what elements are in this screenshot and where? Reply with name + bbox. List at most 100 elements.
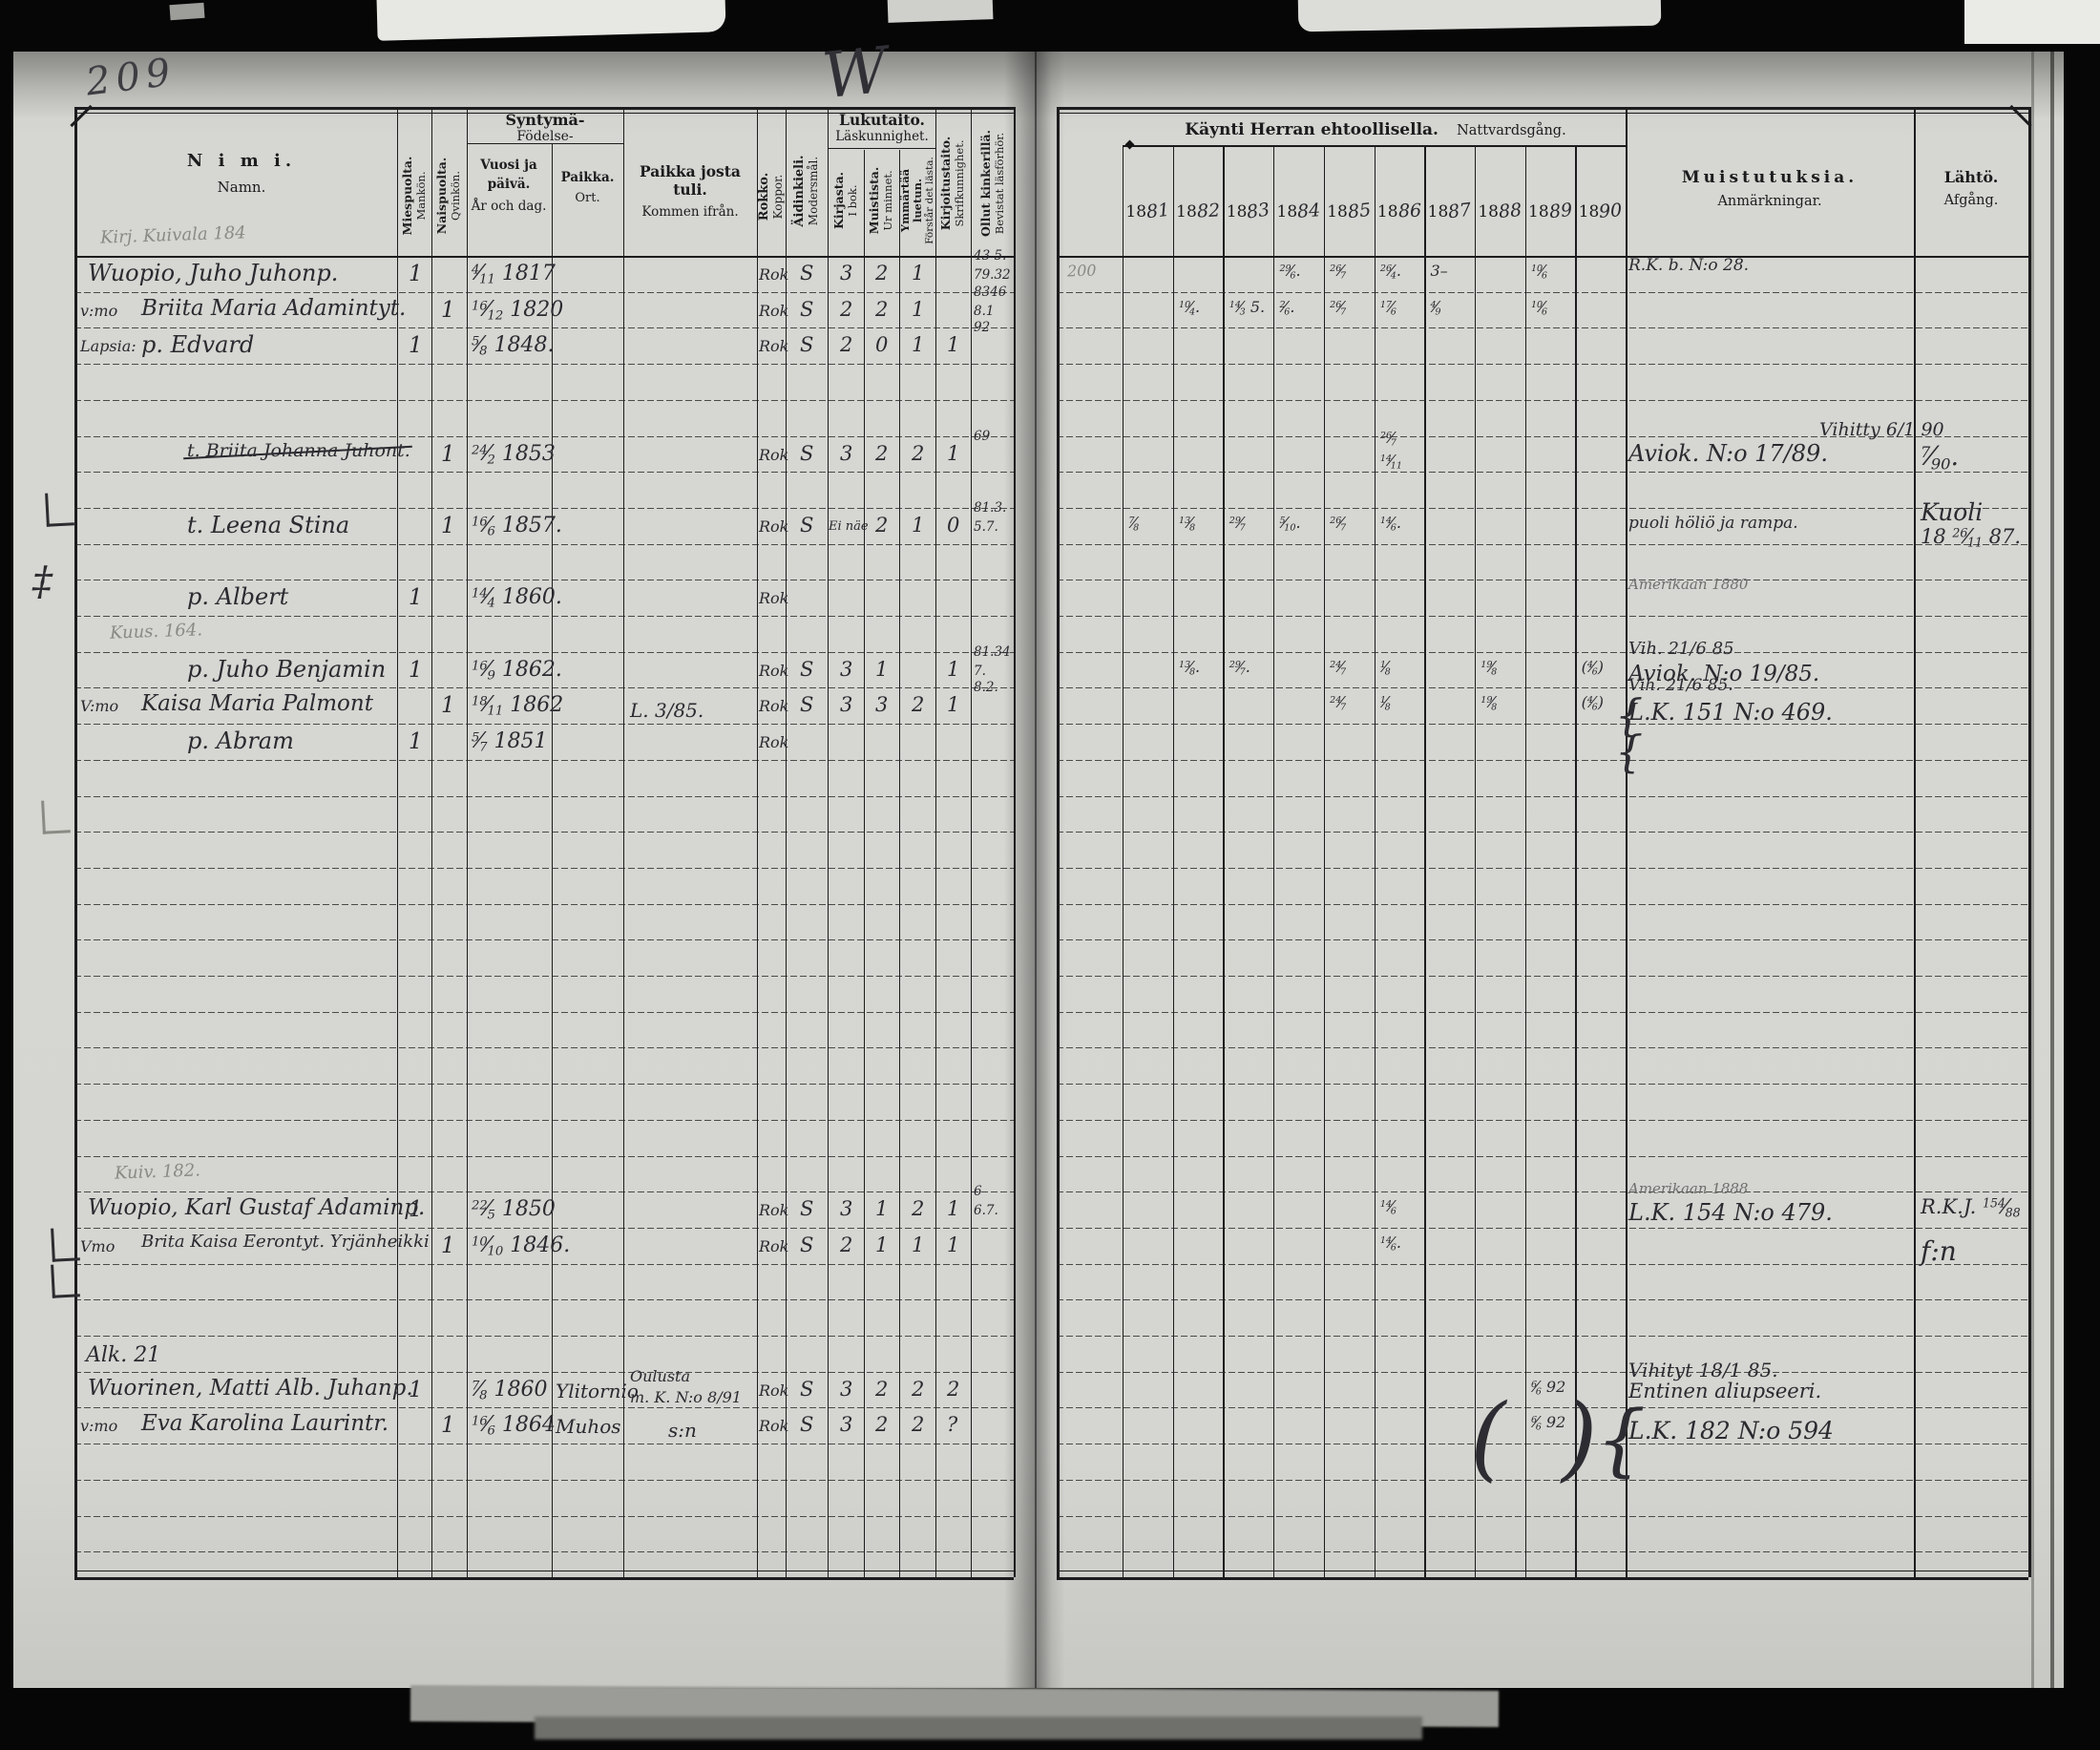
- communion-date: 13⁄8: [1179, 513, 1196, 534]
- column-header-birthplace: Paikka. Ort.: [554, 170, 621, 205]
- catechism-note: 43 5.: [974, 248, 1007, 264]
- rule-line: [74, 1407, 1014, 1409]
- header-lahto: Lähtö.: [1943, 168, 1999, 186]
- communion-date: 26⁄7: [1379, 428, 1396, 449]
- reading-grade: 0: [875, 333, 889, 357]
- came-from: Oulusta: [630, 1366, 691, 1385]
- border-line: [1057, 107, 2028, 110]
- mother-tongue-mark: S: [800, 1413, 814, 1437]
- mother-tongue-mark: S: [800, 441, 814, 465]
- rule-line: [74, 1299, 1014, 1301]
- communion-date: (4⁄6): [1581, 693, 1605, 714]
- communion-date: 14⁄11: [1379, 451, 1402, 472]
- border-line: [828, 148, 935, 150]
- border-line: [1057, 1577, 2028, 1580]
- birth-date: 4⁄11 1817: [472, 262, 556, 287]
- rule-line: [1057, 1407, 2028, 1409]
- border-line: [74, 107, 1014, 110]
- smallpox-mark: Rok: [759, 301, 789, 320]
- name-prefix: V:mo: [80, 697, 119, 716]
- reading-grade: 0: [947, 513, 960, 537]
- header-namn: Namn.: [217, 179, 266, 196]
- rule-line: [74, 1479, 1014, 1481]
- communion-date: 26⁄7: [1330, 262, 1347, 282]
- column-line: [431, 107, 433, 1577]
- rule-line: [1057, 1336, 2028, 1337]
- communion-date: 14⁄3 5.: [1228, 297, 1266, 318]
- reading-grade: 2: [912, 1377, 925, 1401]
- column-header-remarks: Muistutuksia. Anmärkningar.: [1626, 168, 1914, 209]
- brace-mark: {: [1615, 726, 1644, 777]
- rule-line: [74, 1551, 1014, 1553]
- column-line: [1374, 145, 1376, 1577]
- rule-line: [74, 1336, 1014, 1337]
- remark-note: L.K. 154 N:o 479.: [1628, 1199, 1833, 1227]
- section-letter: W: [819, 32, 892, 114]
- catechism-note: 79.32: [974, 267, 1011, 283]
- rule-line: [74, 1119, 1014, 1121]
- female-mark: 1: [441, 297, 455, 323]
- border-line: [467, 143, 623, 145]
- reading-grade: 2: [875, 1413, 889, 1437]
- name-prefix: Lapsia:: [80, 337, 136, 356]
- reading-grade: 2: [912, 1197, 925, 1221]
- female-mark: 1: [441, 441, 455, 467]
- communion-date: 1⁄8: [1379, 693, 1391, 714]
- column-line: [935, 107, 937, 1577]
- person-name: Wuorinen, Matti Alb. Juhanp.: [88, 1375, 413, 1401]
- catechism-note: 81.3.: [974, 499, 1007, 516]
- rule-line: [74, 1227, 1014, 1229]
- page-edge-scrap: [1964, 0, 2100, 44]
- name-prefix: Vmo: [80, 1236, 116, 1255]
- person-name: Eva Karolina Laurintr.: [141, 1411, 389, 1437]
- smallpox-mark: Rok: [759, 589, 789, 608]
- reading-grade: 1: [947, 1197, 960, 1221]
- rule-line: [1057, 867, 2028, 869]
- column-line: [1626, 107, 1628, 1577]
- column-header-birthdate: Vuosi ja päivä. År och dag.: [470, 157, 548, 217]
- catechism-note: 81.34: [974, 643, 1011, 660]
- column-header-came-from: Paikka josta tuli. Kommen ifrån.: [625, 162, 755, 220]
- mother-tongue-mark: S: [800, 262, 814, 285]
- rule-line: [74, 399, 1014, 401]
- birth-date: 10⁄10 1846.: [472, 1233, 571, 1259]
- page-edge-line: [2050, 52, 2054, 1688]
- rule-line: [1057, 1119, 2028, 1121]
- rule-line: [1057, 399, 2028, 401]
- communion-date: 14⁄6: [1379, 1197, 1396, 1217]
- page-edge-scrap: [1297, 0, 1662, 32]
- mother-tongue-mark: S: [800, 333, 814, 357]
- remark-note: Amerikaan 1888: [1628, 1180, 1749, 1198]
- remark-note: Entinen aliupseeri.: [1628, 1379, 1822, 1402]
- birth-date: 7⁄8 1860: [472, 1377, 548, 1403]
- year-header-1885: 1885: [1327, 199, 1373, 223]
- rule-line: [1057, 1479, 2028, 1481]
- header-laskunnighet: Läskunnighet.: [835, 129, 929, 144]
- communion-date: 19⁄8: [1480, 693, 1498, 714]
- communion-date: 4⁄9: [1430, 297, 1441, 318]
- reading-grade: 3: [840, 657, 853, 681]
- mother-tongue-mark: S: [800, 657, 814, 681]
- person-name: p. Abram: [187, 727, 294, 755]
- column-line: [1424, 145, 1426, 1577]
- remark-note: L.K. 182 N:o 594: [1628, 1417, 1834, 1445]
- communion-date: 6⁄6 92: [1530, 1413, 1566, 1434]
- departure-note: f:n: [1921, 1234, 1957, 1267]
- smallpox-mark: Rok: [759, 265, 789, 284]
- rule-line: [74, 687, 1014, 689]
- pencil-note: Kuus. 164.: [109, 620, 203, 643]
- rule-line: [1057, 1155, 2028, 1157]
- column-line: [757, 107, 759, 1577]
- rule-line: [1057, 1263, 2028, 1265]
- section-label: Alk. 21: [86, 1343, 161, 1367]
- reading-grade: 3: [840, 1413, 853, 1437]
- year-header-1890: 1890: [1578, 200, 1624, 222]
- border-line: [74, 113, 1014, 114]
- column-header-birth-group: Syntymä- Födelse-: [467, 111, 623, 144]
- communion-date: 29⁄7: [1228, 513, 1246, 534]
- column-line: [467, 107, 469, 1577]
- catechism-note: 8.2.: [974, 680, 998, 696]
- reading-grade: 2: [875, 297, 889, 321]
- column-line: [1172, 145, 1175, 1577]
- reading-grade: 1: [947, 657, 960, 681]
